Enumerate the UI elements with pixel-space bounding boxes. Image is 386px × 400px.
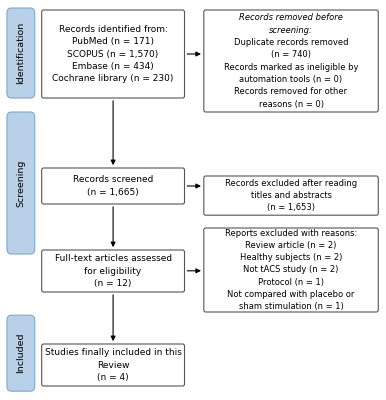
Text: Full-text articles assessed
for eligibility
(n = 12): Full-text articles assessed for eligibil… — [54, 254, 172, 288]
Text: screening:: screening: — [269, 26, 313, 35]
Text: Screening: Screening — [16, 159, 25, 207]
FancyBboxPatch shape — [204, 176, 378, 215]
Text: reasons (n = 0): reasons (n = 0) — [259, 100, 323, 108]
Text: Studies finally included in this
Review
(n = 4): Studies finally included in this Review … — [45, 348, 181, 382]
Text: Records identified from:
PubMed (n = 171)
SCOPUS (n = 1,570)
Embase (n = 434)
Co: Records identified from: PubMed (n = 171… — [52, 25, 174, 83]
Text: Identification: Identification — [16, 22, 25, 84]
FancyBboxPatch shape — [7, 315, 35, 391]
FancyBboxPatch shape — [42, 344, 185, 386]
Text: Records excluded after reading
titles and abstracts
(n = 1,653): Records excluded after reading titles an… — [225, 179, 357, 212]
FancyBboxPatch shape — [42, 250, 185, 292]
Text: Records screened
(n = 1,665): Records screened (n = 1,665) — [73, 176, 153, 196]
Text: Records removed for other: Records removed for other — [234, 87, 348, 96]
FancyBboxPatch shape — [204, 10, 378, 112]
Text: Records removed before: Records removed before — [239, 14, 343, 22]
Text: (n = 740): (n = 740) — [271, 50, 311, 59]
FancyBboxPatch shape — [42, 168, 185, 204]
Text: automation tools (n = 0): automation tools (n = 0) — [239, 75, 343, 84]
FancyBboxPatch shape — [204, 228, 378, 312]
Text: Reports excluded with reasons:
Review article (n = 2)
Healthy subjects (n = 2)
N: Reports excluded with reasons: Review ar… — [225, 229, 357, 311]
FancyBboxPatch shape — [7, 8, 35, 98]
Text: Records marked as ineligible by: Records marked as ineligible by — [224, 63, 358, 72]
FancyBboxPatch shape — [7, 112, 35, 254]
FancyBboxPatch shape — [42, 10, 185, 98]
Text: Included: Included — [16, 333, 25, 374]
Text: Duplicate records removed: Duplicate records removed — [234, 38, 348, 47]
